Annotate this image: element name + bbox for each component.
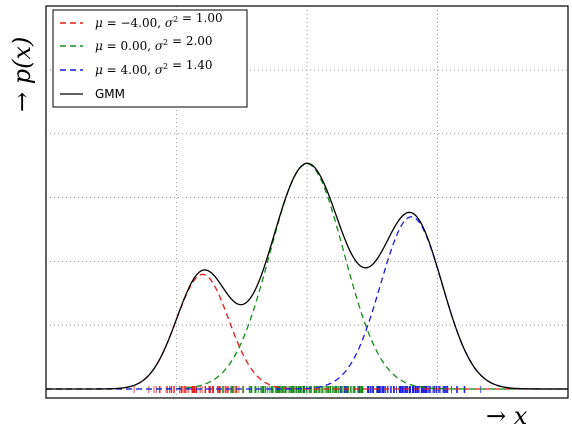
gmm-curve [46,162,568,390]
legend-entry-label: μ = −4.00, σ2 = 1.00 [95,11,223,30]
plot-area [45,5,569,399]
legend-entry-label: μ = 4.00, σ2 = 1.40 [95,58,213,77]
component-curve [46,273,568,390]
legend-entry-label: μ = 0.00, σ2 = 2.00 [95,34,213,53]
y-axis-label: → p(x) [8,37,36,112]
x-axis-label: → x [486,402,528,430]
legend: μ = −4.00, σ2 = 1.00 μ = 0.00, σ2 = 2.00 μ… [52,9,248,108]
component-curve [46,163,568,390]
plot-frame [45,5,569,399]
legend-entry-gmm: GMM [95,87,125,101]
legend-box [52,9,248,108]
axis-labels: → x → p(x) [8,37,528,430]
